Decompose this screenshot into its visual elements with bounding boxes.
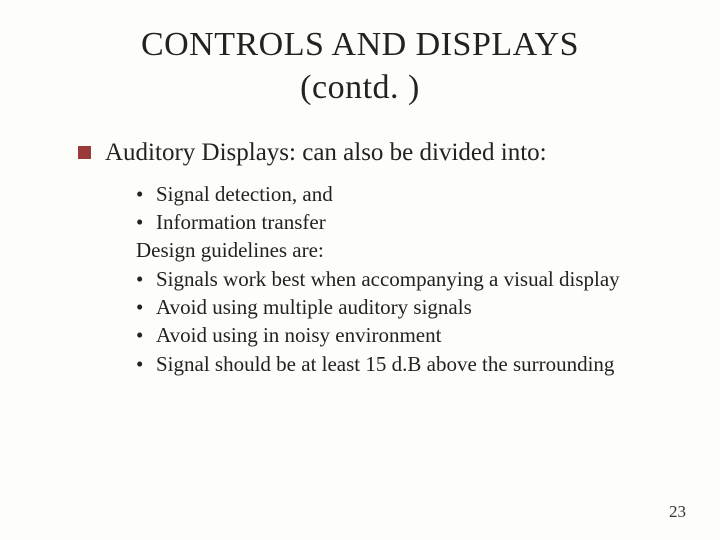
sub-bullet-item: • Signal detection, and — [136, 180, 630, 208]
slide: CONTROLS AND DISPLAYS (contd. ) Auditory… — [0, 0, 720, 540]
dot-bullet-icon: • — [136, 265, 156, 293]
top-bullet-item: Auditory Displays: can also be divided i… — [78, 137, 670, 170]
slide-title: CONTROLS AND DISPLAYS (contd. ) — [50, 24, 670, 109]
dot-bullet-icon: • — [136, 208, 156, 236]
guideline-item: • Avoid using in noisy environment — [136, 321, 630, 349]
guideline-item: • Signals work best when accompanying a … — [136, 265, 630, 293]
square-bullet-icon — [78, 146, 91, 159]
sub-bullet-item: • Information transfer — [136, 208, 630, 236]
dot-bullet-icon: • — [136, 180, 156, 208]
guideline-text: Signals work best when accompanying a vi… — [156, 265, 630, 293]
guideline-item: • Signal should be at least 15 d.B above… — [136, 350, 630, 378]
guideline-item: • Avoid using multiple auditory signals — [136, 293, 630, 321]
guideline-text: Avoid using in noisy environment — [156, 321, 630, 349]
title-line-2: (contd. ) — [300, 69, 420, 106]
design-intro-text: Design guidelines are: — [136, 236, 630, 264]
sub-bullet-text: Signal detection, and — [156, 180, 333, 208]
title-line-1: CONTROLS AND DISPLAYS — [141, 26, 579, 63]
dot-bullet-icon: • — [136, 321, 156, 349]
sub-content-block: • Signal detection, and • Information tr… — [136, 180, 630, 378]
page-number: 23 — [669, 502, 686, 522]
sub-bullet-text: Information transfer — [156, 208, 326, 236]
guideline-text: Signal should be at least 15 d.B above t… — [156, 350, 630, 378]
dot-bullet-icon: • — [136, 350, 156, 378]
dot-bullet-icon: • — [136, 293, 156, 321]
top-bullet-text: Auditory Displays: can also be divided i… — [105, 137, 547, 170]
guideline-text: Avoid using multiple auditory signals — [156, 293, 630, 321]
